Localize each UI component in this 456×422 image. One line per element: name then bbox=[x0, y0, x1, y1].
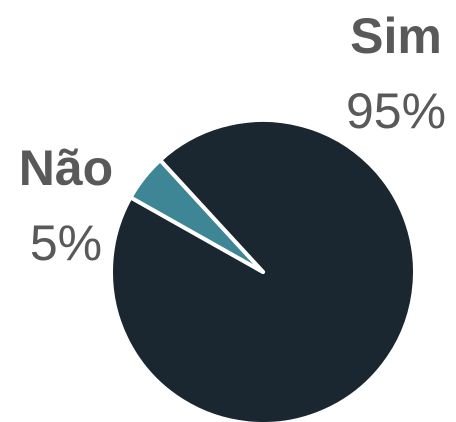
slice-label: Sim bbox=[350, 8, 442, 64]
pie-slice bbox=[128, 158, 265, 274]
slice-label: Não bbox=[19, 140, 113, 196]
slice-value-label: 95% bbox=[346, 83, 446, 139]
slice-value-label: 5% bbox=[30, 215, 102, 271]
